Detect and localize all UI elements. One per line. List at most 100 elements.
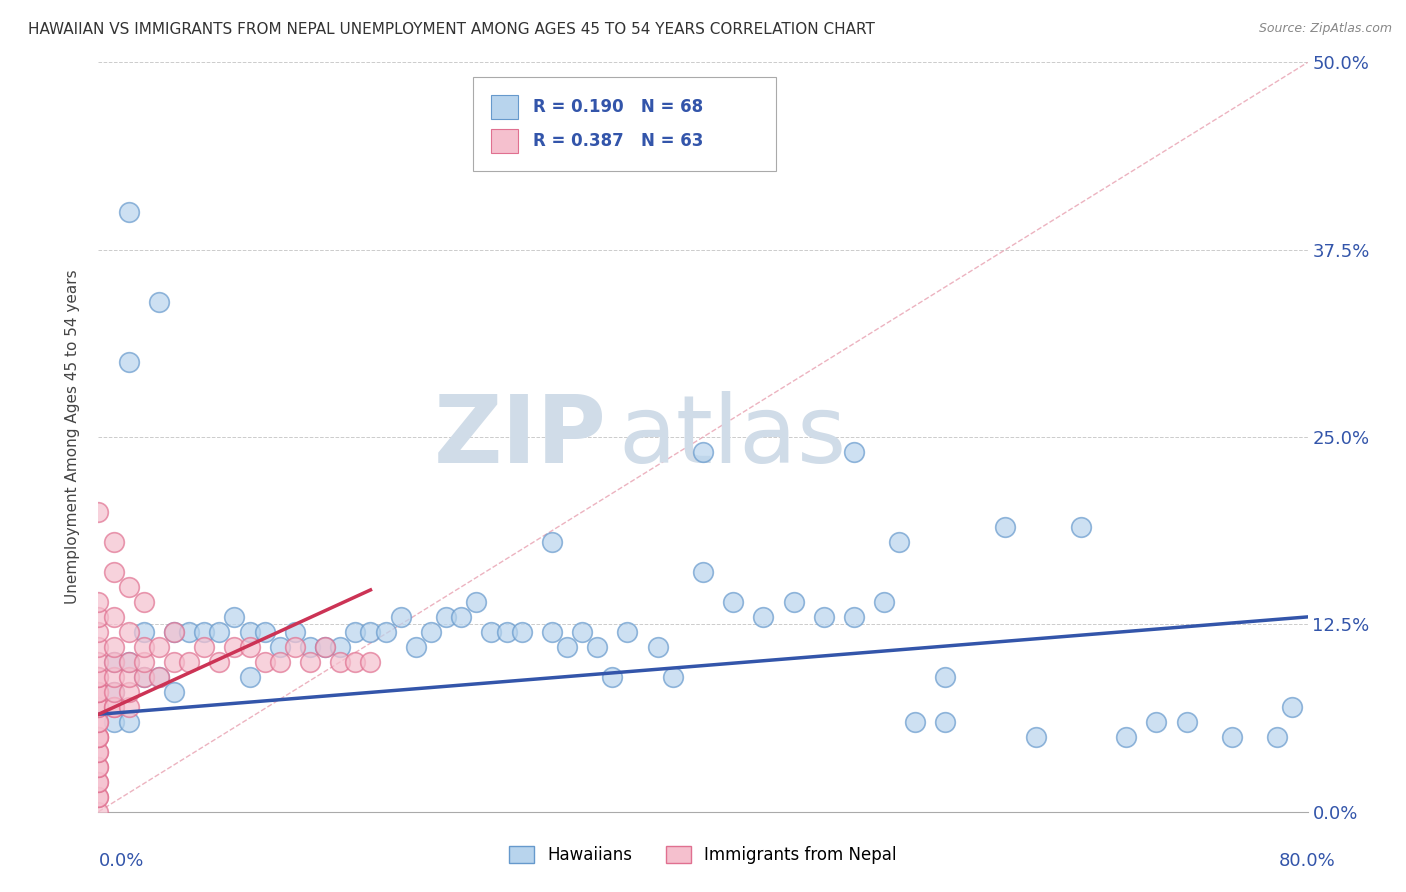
Point — [103, 655, 125, 669]
Point — [87, 685, 110, 699]
Point — [284, 640, 307, 654]
Point — [934, 714, 956, 729]
Point — [239, 624, 262, 639]
Text: HAWAIIAN VS IMMIGRANTS FROM NEPAL UNEMPLOYMENT AMONG AGES 45 TO 54 YEARS CORRELA: HAWAIIAN VS IMMIGRANTS FROM NEPAL UNEMPL… — [28, 22, 875, 37]
Point — [661, 670, 683, 684]
Point — [103, 535, 125, 549]
Point — [420, 624, 443, 639]
Point — [813, 610, 835, 624]
Point — [103, 699, 125, 714]
Point — [118, 624, 141, 639]
Point — [344, 655, 367, 669]
Point — [103, 685, 125, 699]
Point — [602, 670, 624, 684]
Point — [179, 624, 201, 639]
Y-axis label: Unemployment Among Ages 45 to 54 years: Unemployment Among Ages 45 to 54 years — [65, 269, 80, 605]
Point — [163, 624, 186, 639]
Text: ZIP: ZIP — [433, 391, 606, 483]
Point — [616, 624, 638, 639]
Point — [132, 595, 155, 609]
Point — [118, 655, 141, 669]
Point — [163, 624, 186, 639]
Point — [87, 774, 110, 789]
Point — [87, 699, 110, 714]
Point — [193, 640, 215, 654]
Point — [118, 699, 141, 714]
Point — [193, 624, 215, 639]
Point — [87, 774, 110, 789]
Point — [87, 624, 110, 639]
Point — [495, 624, 517, 639]
Point — [87, 745, 110, 759]
Point — [889, 535, 911, 549]
Point — [1220, 730, 1243, 744]
Point — [692, 445, 714, 459]
Text: R = 0.190   N = 68: R = 0.190 N = 68 — [533, 98, 703, 116]
Point — [253, 655, 276, 669]
Point — [934, 670, 956, 684]
Point — [752, 610, 775, 624]
Point — [132, 624, 155, 639]
Point — [239, 640, 262, 654]
FancyBboxPatch shape — [492, 95, 517, 120]
Point — [87, 685, 110, 699]
Point — [148, 670, 170, 684]
Point — [118, 670, 141, 684]
Point — [87, 685, 110, 699]
Point — [374, 624, 396, 639]
Point — [87, 640, 110, 654]
Point — [434, 610, 457, 624]
Point — [118, 655, 141, 669]
Point — [389, 610, 412, 624]
Point — [148, 295, 170, 310]
Point — [586, 640, 609, 654]
Point — [299, 655, 322, 669]
Point — [844, 445, 866, 459]
Point — [103, 685, 125, 699]
Text: R = 0.387   N = 63: R = 0.387 N = 63 — [533, 132, 703, 150]
Point — [118, 205, 141, 219]
Point — [118, 580, 141, 594]
Point — [299, 640, 322, 654]
Point — [405, 640, 427, 654]
Point — [571, 624, 593, 639]
Point — [844, 610, 866, 624]
Point — [163, 685, 186, 699]
Text: 0.0%: 0.0% — [98, 852, 143, 870]
Point — [1175, 714, 1198, 729]
Point — [1115, 730, 1137, 744]
Point — [360, 624, 382, 639]
Point — [148, 670, 170, 684]
Point — [269, 640, 291, 654]
Point — [103, 610, 125, 624]
Point — [132, 640, 155, 654]
Point — [1070, 520, 1092, 534]
Point — [148, 640, 170, 654]
Point — [873, 595, 896, 609]
Point — [269, 655, 291, 669]
Point — [904, 714, 927, 729]
Text: Source: ZipAtlas.com: Source: ZipAtlas.com — [1258, 22, 1392, 36]
Point — [103, 670, 125, 684]
Point — [1281, 699, 1303, 714]
Point — [284, 624, 307, 639]
Point — [87, 760, 110, 774]
Point — [481, 624, 503, 639]
Point — [344, 624, 367, 639]
Point — [118, 714, 141, 729]
Point — [87, 699, 110, 714]
Point — [103, 565, 125, 579]
Point — [1144, 714, 1167, 729]
Point — [329, 655, 352, 669]
Point — [783, 595, 806, 609]
Point — [465, 595, 488, 609]
FancyBboxPatch shape — [474, 78, 776, 171]
Point — [647, 640, 669, 654]
Text: 80.0%: 80.0% — [1279, 852, 1336, 870]
Point — [208, 655, 231, 669]
Point — [224, 610, 246, 624]
Point — [118, 685, 141, 699]
Point — [163, 655, 186, 669]
Point — [1024, 730, 1046, 744]
Point — [132, 670, 155, 684]
